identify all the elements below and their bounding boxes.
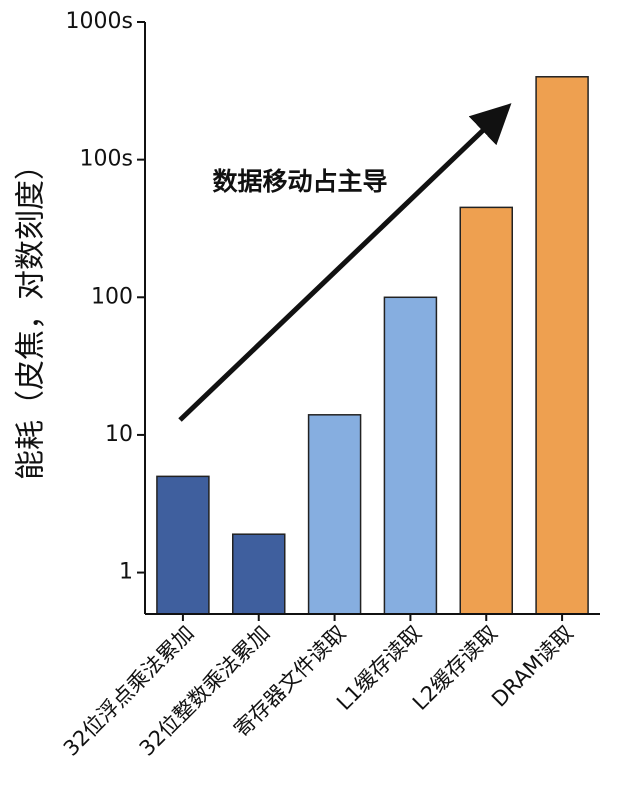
- x-tick-label: DRAM读取: [487, 621, 578, 712]
- y-tick-label: 1000s: [66, 9, 133, 34]
- annotation: 数据移动占主导: [212, 167, 387, 196]
- bar: [383, 296, 438, 615]
- y-tick-label: 1: [119, 560, 133, 585]
- bar: [156, 475, 210, 615]
- trend-arrow: [178, 103, 512, 422]
- y-axis-label: 能耗（皮焦，对数刻度）: [14, 150, 49, 480]
- x-tick-label: 32位浮点乘法累加: [59, 621, 199, 761]
- y-tick-label: 10: [105, 422, 133, 447]
- y-tick-label: 100s: [80, 147, 133, 172]
- x-tick-label: 32位整数乘法累加: [135, 621, 275, 761]
- bar: [459, 206, 513, 615]
- bar: [535, 76, 589, 615]
- bar: [232, 533, 286, 615]
- bar: [307, 414, 362, 615]
- y-tick-label: 100: [91, 284, 133, 309]
